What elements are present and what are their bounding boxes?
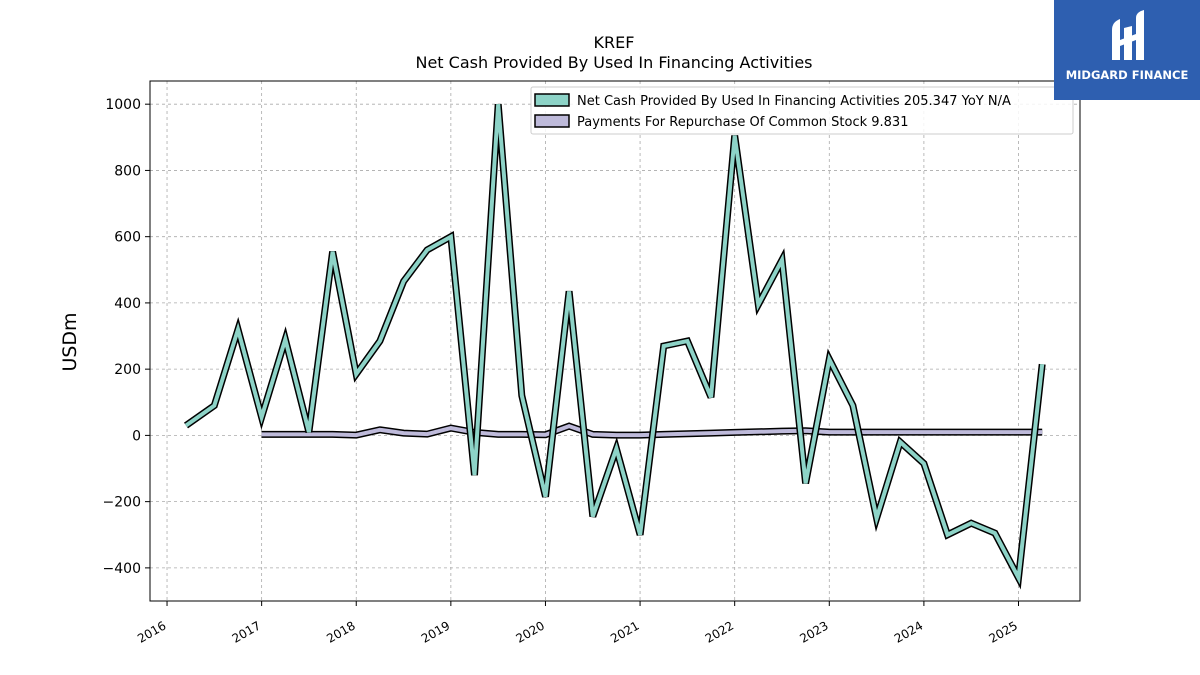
x-tick-label: 2019	[419, 618, 452, 645]
x-tick-label: 2022	[703, 618, 736, 645]
x-tick-label: 2024	[892, 618, 925, 645]
legend-swatch-repurchase	[534, 114, 570, 128]
series-outline-0	[183, 103, 1046, 590]
y-tick-label: 400	[114, 296, 141, 312]
logo-text: MIDGARD FINANCE	[1065, 68, 1189, 82]
y-tick-label: 1000	[105, 97, 141, 113]
x-tick-label: 2025	[987, 618, 1020, 645]
legend-label-net-cash: Net Cash Provided By Used In Financing A…	[577, 94, 1011, 109]
x-axis-ticks: 2016 2017 2018 2019 2020 2021 2022 2023 2024 2025	[135, 601, 1020, 646]
x-tick-label: 2023	[797, 618, 830, 645]
x-tick-label: 2020	[514, 618, 547, 645]
series-line-0	[184, 104, 1045, 585]
legend-swatch-net-cash	[534, 93, 570, 107]
chart-subtitle: Net Cash Provided By Used In Financing A…	[415, 53, 812, 72]
y-tick-label: 0	[132, 428, 141, 444]
y-tick-label: 200	[114, 362, 141, 378]
legend-box	[530, 86, 1074, 135]
logo-mark-icon	[1112, 10, 1144, 60]
y-tick-label: 800	[114, 163, 141, 179]
legend-label-repurchase: Payments For Repurchase Of Common Stock …	[577, 115, 908, 130]
plot-frame	[149, 80, 1081, 602]
x-tick-label: 2021	[608, 618, 641, 645]
y-axis-label: USDm	[59, 312, 81, 371]
brand-logo: MIDGARD FINANCE	[1054, 0, 1200, 100]
y-tick-label: −200	[103, 495, 141, 511]
series-lines	[183, 103, 1046, 590]
legend: Net Cash Provided By Used In Financing A…	[530, 86, 1074, 135]
x-tick-label: 2018	[324, 618, 357, 645]
y-axis-ticks: −400 −200 0 200 400 600 800 1000	[103, 97, 150, 577]
chart-title: KREF	[594, 33, 635, 52]
x-tick-label: 2017	[230, 618, 263, 645]
y-tick-label: −400	[103, 561, 141, 577]
x-tick-label: 2016	[135, 618, 168, 645]
y-tick-label: 600	[114, 230, 141, 246]
